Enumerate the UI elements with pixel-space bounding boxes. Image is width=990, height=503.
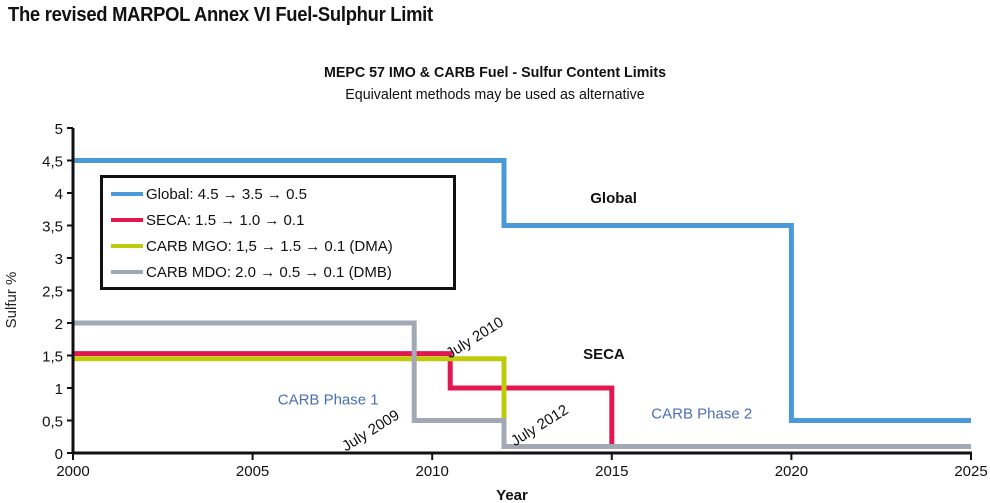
axes-layer: 0 0,5 1 1,5 2 2,5 3 3,5 4 4,5 5 2000 2005 2010 2015 202… [42,121,988,480]
chart-legend: Global: 4.5 → 3.5 → 0.5 SECA: 1.5 → 1.0 →… [100,175,456,290]
chart-title: MEPC 57 IMO & CARB Fuel - Sulfur Content… [323,64,666,81]
y-tick-label: 3 [55,251,63,268]
legend-label: CARB MGO: 1,5 → 1.5 → 0.1 (DMA) [146,237,393,255]
y-axis-label: Sulfur % [3,272,20,329]
legend-swatch [111,192,143,196]
y-tick-label: 0,5 [42,414,63,431]
legend-label: CARB MDO: 2.0 → 0.5 → 0.1 (DMB) [146,263,392,281]
y-tick-label: 4 [55,186,63,203]
series-layer [73,158,971,449]
annotation-july-2010: July 2010 [443,314,506,362]
annotation-carb-phase-1: CARB Phase 1 [278,391,379,408]
annotation-seca: SECA [583,346,625,363]
legend-swatch [111,218,143,222]
legend-label: SECA: 1.5 → 1.0 → 0.1 [146,211,305,229]
legend-item-seca: SECA: 1.5 → 1.0 → 0.1 [103,207,453,233]
legend-swatch [111,270,143,274]
legend-item-global: Global: 4.5 → 3.5 → 0.5 [103,181,453,207]
x-axis-label: Year [496,487,528,503]
annotation-global: Global [590,190,637,207]
y-tick-label: 2,5 [42,284,63,301]
legend-label: Global: 4.5 → 3.5 → 0.5 [146,185,307,203]
x-tick-label: 2010 [416,463,449,480]
y-tick-label: 1 [55,381,63,398]
y-tick-label: 5 [55,121,63,138]
y-tick-label: 2 [55,316,63,333]
y-tick-label: 4,5 [42,154,63,171]
annotation-carb-phase-2: CARB Phase 2 [651,406,752,423]
x-tick-label: 2000 [56,463,89,480]
x-tick-label: 2020 [775,463,808,480]
legend-item-carb-mgo: CARB MGO: 1,5 → 1.5 → 0.1 (DMA) [103,233,453,259]
legend-item-carb-mdo: CARB MDO: 2.0 → 0.5 → 0.1 (DMB) [103,259,453,285]
x-tick-label: 2025 [954,463,987,480]
page-title: The revised MARPOL Annex VI Fuel-Sulphur… [8,4,433,26]
annotation-july-2012: July 2012 [508,401,571,449]
series-line-global [73,158,971,423]
y-tick-label: 0 [55,446,63,463]
y-tick-label: 3,5 [42,219,63,236]
y-tick-label: 1,5 [42,349,63,366]
chart-subtitle: Equivalent methods may be used as altern… [345,86,645,103]
x-tick-label: 2015 [595,463,628,480]
legend-swatch [111,244,143,248]
x-tick-label: 2005 [236,463,269,480]
annotation-july-2009: July 2009 [339,407,402,455]
series-line-carb-mdo [73,320,971,449]
